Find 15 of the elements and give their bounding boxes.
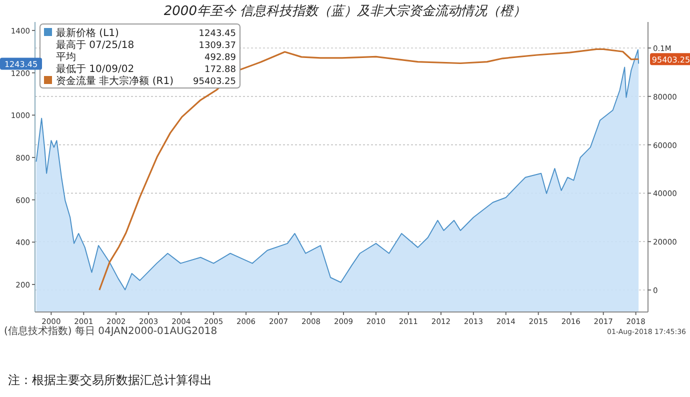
text: 95403.25 (652, 56, 690, 65)
annotation: 492.89 (204, 53, 236, 63)
annotation: 95403.25 (193, 77, 236, 87)
legend-label: 最新价格 (L1) (56, 27, 120, 39)
text: (信息技术指数) 每日 04JAN2000-01AUG2018 (4, 325, 218, 337)
legend-label: 资金流量 非大宗净额 (R1) (56, 75, 174, 87)
annotation: 1309.37 (198, 41, 236, 51)
annotation: 最低于 10/09/02 (56, 64, 134, 75)
annotation: 1243.45 (4, 60, 38, 70)
chart-title: 2000年至今 信息科技指数（蓝）及非大宗资金流动情况（橙） (164, 3, 526, 19)
annotation: 172.88 (204, 65, 236, 75)
annotation: 最高于 07/25/18 (56, 39, 134, 51)
annotation: 平均 (56, 51, 76, 63)
annotation: 1243.45 (198, 29, 236, 39)
text: 注：根据主要交易所数据汇总计算得出 (8, 373, 212, 387)
